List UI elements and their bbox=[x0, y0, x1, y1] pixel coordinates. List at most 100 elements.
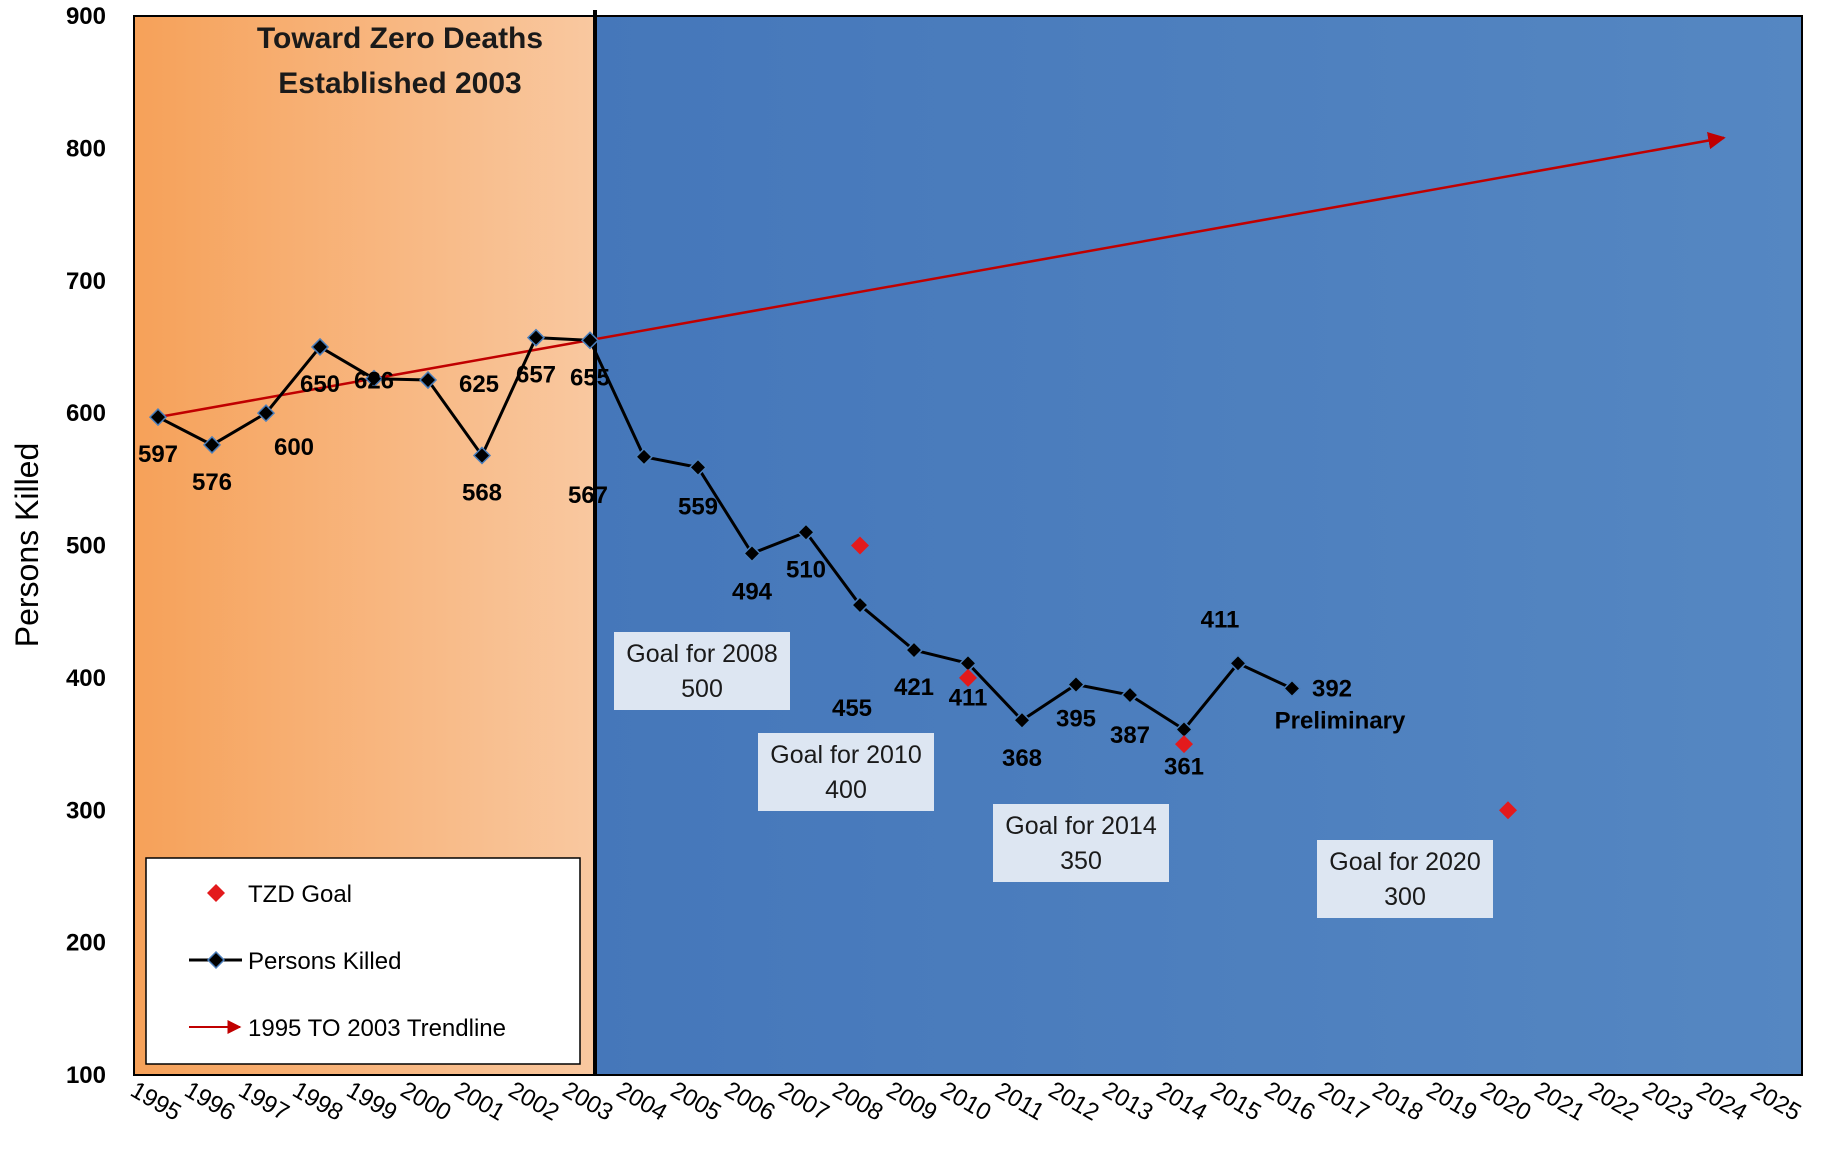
data-label: 411 bbox=[1201, 606, 1240, 633]
data-label: 494 bbox=[732, 578, 773, 605]
era-title-line-2: Established 2003 bbox=[278, 67, 521, 100]
plot-frame bbox=[133, 15, 1803, 1076]
era-title-line-1: Toward Zero Deaths bbox=[257, 22, 543, 55]
x-tick-label: 1999 bbox=[342, 1076, 402, 1126]
y-axis-ticks: 100 200 300 400 500 600 700 800 900 bbox=[66, 3, 106, 1089]
goal-callout-value: 500 bbox=[681, 675, 723, 703]
persons-killed-point bbox=[1228, 654, 1248, 673]
goal-callout-box bbox=[993, 804, 1169, 882]
data-label: 421 bbox=[894, 674, 934, 701]
x-tick-label: 2009 bbox=[882, 1076, 942, 1126]
data-label: 576 bbox=[192, 469, 232, 496]
goal-callout-value: 350 bbox=[1060, 847, 1102, 875]
y-tick-label: 100 bbox=[66, 1062, 106, 1089]
x-tick-label: 2023 bbox=[1638, 1076, 1698, 1126]
data-label: 411 bbox=[949, 684, 988, 711]
persons-killed-point bbox=[688, 458, 708, 477]
data-label: 625 bbox=[459, 371, 499, 398]
goal-callout-box bbox=[758, 733, 934, 811]
x-tick-label: 2013 bbox=[1098, 1076, 1158, 1126]
persons-killed-point bbox=[796, 523, 816, 542]
x-tick-label: 2003 bbox=[558, 1076, 618, 1126]
red-diamond-icon bbox=[207, 884, 225, 902]
x-tick-label: 2015 bbox=[1206, 1076, 1266, 1126]
goal-point bbox=[1175, 735, 1193, 754]
data-label: 559 bbox=[678, 493, 718, 520]
x-tick-label: 2020 bbox=[1476, 1076, 1536, 1126]
y-tick-label: 300 bbox=[66, 797, 106, 824]
persons-killed-series bbox=[148, 328, 1302, 739]
data-label: 395 bbox=[1056, 705, 1096, 732]
data-label: 387 bbox=[1110, 722, 1150, 749]
persons-killed-point bbox=[418, 370, 438, 390]
goal-callout-title: Goal for 2010 bbox=[770, 741, 922, 769]
persons-killed-point bbox=[742, 544, 762, 563]
data-label: 567 bbox=[568, 482, 608, 509]
y-tick-label: 700 bbox=[66, 268, 106, 295]
data-label: 368 bbox=[1002, 745, 1042, 772]
trendline bbox=[157, 131, 1726, 419]
persons-killed-point bbox=[202, 435, 222, 454]
x-tick-label: 2005 bbox=[666, 1076, 726, 1126]
legend: TZD Goal Persons Killed 1995 TO 2003 Tre… bbox=[145, 857, 581, 1065]
x-tick-label: 2008 bbox=[828, 1076, 888, 1126]
x-tick-label: 2024 bbox=[1692, 1076, 1752, 1126]
data-label: 650 bbox=[300, 371, 340, 398]
y-axis-title: Persons Killed bbox=[9, 443, 45, 648]
persons-killed-point bbox=[526, 328, 546, 347]
x-tick-label: 1996 bbox=[180, 1076, 240, 1126]
x-tick-label: 2018 bbox=[1368, 1076, 1428, 1126]
goal-point bbox=[851, 536, 869, 555]
data-label: 626 bbox=[354, 368, 394, 395]
goal-callout-box bbox=[1317, 840, 1493, 918]
persons-killed-point bbox=[904, 641, 924, 660]
legend-label-tzd-goal: TZD Goal bbox=[248, 881, 352, 908]
y-tick-label: 500 bbox=[66, 533, 106, 560]
x-tick-label: 2002 bbox=[504, 1076, 564, 1126]
data-label: 657 bbox=[516, 362, 556, 389]
persons-killed-point bbox=[310, 337, 330, 356]
line-diamond-marker-icon bbox=[206, 950, 226, 970]
x-tick-label: 1998 bbox=[288, 1076, 348, 1126]
persons-killed-point bbox=[256, 404, 276, 423]
x-tick-label: 2021 bbox=[1530, 1076, 1590, 1126]
data-label: 568 bbox=[462, 479, 502, 506]
persons-killed-point bbox=[1066, 675, 1086, 694]
persons-killed-point bbox=[1012, 711, 1032, 730]
x-tick-label: 1997 bbox=[234, 1076, 294, 1126]
tzd-era-background bbox=[595, 16, 1802, 1075]
x-axis-ticks: 1995199619971998199920002001200220032004… bbox=[126, 1076, 1806, 1126]
x-tick-label: 2025 bbox=[1746, 1076, 1806, 1126]
x-tick-label: 2001 bbox=[450, 1076, 510, 1126]
persons-killed-point bbox=[148, 408, 168, 427]
legend-label-trendline: 1995 TO 2003 Trendline bbox=[248, 1015, 506, 1042]
persons-killed-data-labels: 597 576 600 650 626 625 568 657 655 567 559 494 510 4… bbox=[138, 362, 1352, 781]
y-tick-label: 200 bbox=[66, 930, 106, 957]
preliminary-note: Preliminary bbox=[1275, 707, 1406, 734]
goal-callout-value: 400 bbox=[825, 776, 867, 804]
x-tick-label: 2007 bbox=[774, 1076, 834, 1126]
y-tick-label: 800 bbox=[66, 135, 106, 162]
x-tick-label: 2011 bbox=[991, 1077, 1049, 1126]
x-tick-label: 2006 bbox=[720, 1076, 780, 1126]
x-tick-label: 2000 bbox=[396, 1076, 456, 1126]
data-label: 600 bbox=[274, 434, 314, 461]
x-tick-label: 2014 bbox=[1152, 1076, 1212, 1126]
x-tick-label: 2016 bbox=[1260, 1076, 1320, 1126]
persons-killed-line bbox=[157, 336, 1293, 732]
goal-point bbox=[959, 668, 977, 687]
goal-point bbox=[1499, 801, 1517, 820]
x-tick-label: 2019 bbox=[1422, 1076, 1482, 1126]
y-tick-label: 900 bbox=[66, 3, 106, 30]
goal-callout-title: Goal for 2008 bbox=[626, 640, 778, 668]
data-label: 392 bbox=[1312, 675, 1352, 702]
goal-callout-title: Goal for 2020 bbox=[1329, 848, 1481, 876]
persons-killed-point bbox=[634, 447, 654, 466]
x-tick-label: 2010 bbox=[936, 1076, 996, 1126]
tzd-goal-series bbox=[851, 536, 1517, 820]
goal-callout-box bbox=[614, 632, 790, 710]
data-label: 597 bbox=[138, 441, 178, 468]
x-tick-label: 2022 bbox=[1584, 1076, 1644, 1126]
persons-killed-point bbox=[580, 331, 600, 350]
